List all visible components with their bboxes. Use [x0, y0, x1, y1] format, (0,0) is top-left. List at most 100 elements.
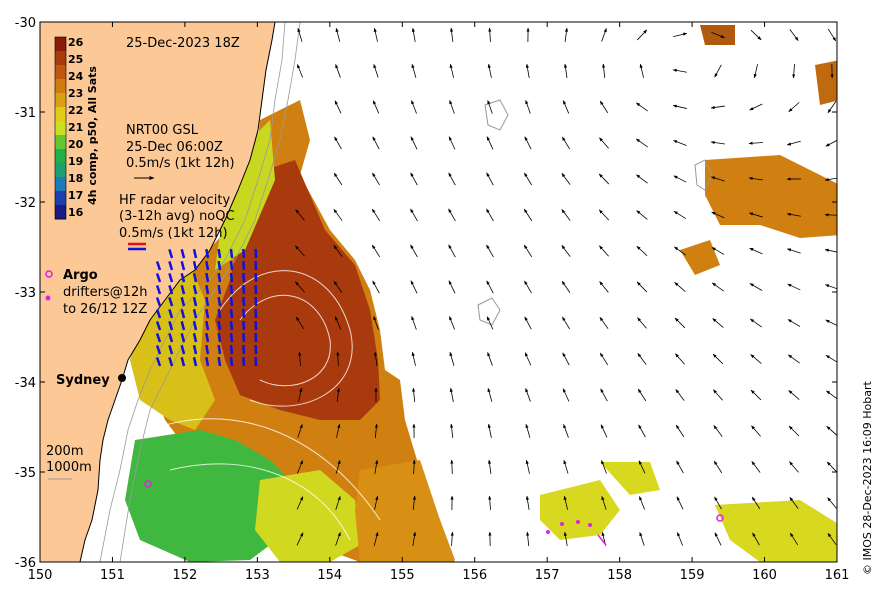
hf-vector — [229, 260, 234, 271]
gsl-vector — [792, 63, 796, 79]
x-tick-label: 152 — [172, 568, 197, 583]
gsl-vector — [713, 389, 723, 401]
colorbar-swatch — [55, 149, 66, 164]
gsl-vector — [564, 27, 569, 42]
gsl-vector — [638, 424, 646, 438]
gsl-vector — [298, 351, 302, 367]
hf-vector — [205, 320, 210, 331]
gsl-vector — [789, 29, 799, 41]
gsl-vector — [674, 282, 686, 292]
hf-vector — [217, 308, 222, 319]
gsl-vector — [297, 27, 303, 42]
gsl-vector — [711, 211, 725, 219]
hf-vector — [168, 297, 174, 307]
gsl-vector — [676, 532, 684, 546]
gsl-vector — [637, 388, 647, 402]
islands — [477, 99, 713, 326]
gsl-vector — [336, 387, 341, 402]
gsl-vector — [827, 28, 837, 42]
gsl-vector — [825, 354, 837, 363]
sst-ne-patch-2 — [815, 60, 837, 105]
y-tick-label: -30 — [15, 16, 36, 31]
gsl-vector — [296, 496, 304, 510]
gsl-vector — [713, 425, 723, 437]
gsl-vector — [412, 531, 417, 546]
gsl-vector — [449, 351, 455, 366]
gsl-vector — [487, 423, 492, 438]
gsl-vector — [448, 136, 456, 150]
gsl-vector — [448, 208, 456, 222]
hf-vector — [242, 332, 246, 343]
argo-float — [144, 480, 152, 488]
colorbar-swatches — [54, 36, 67, 220]
hf-legend-line2: (3-12h avg) noQC — [119, 209, 235, 224]
gsl-vector — [673, 175, 687, 183]
sst-orange-southeast — [355, 460, 455, 562]
sst-south-yellow-2 — [600, 462, 660, 495]
gsl-vector — [673, 210, 687, 220]
gsl-vector — [711, 282, 724, 292]
gsl-vector — [599, 281, 609, 293]
map-title: 25-Dec-2023 18Z — [126, 36, 240, 51]
colorbar-label: 18 — [68, 172, 83, 185]
gsl-vector — [713, 460, 723, 474]
copyright-notice: © IMOS 28-Dec-2023 16:09 Hobart — [861, 380, 874, 575]
hf-vector — [205, 356, 210, 367]
gsl-vector — [486, 136, 494, 150]
gsl-vector — [786, 212, 801, 217]
gsl-vector — [675, 353, 685, 365]
gsl-vector — [524, 172, 532, 186]
sst-south-yellow-1 — [540, 480, 620, 540]
hf-vector — [155, 273, 162, 283]
gsl-vector — [411, 100, 417, 114]
gsl-vector — [524, 316, 532, 330]
drifters-legend-line2: to 26/12 12Z — [63, 302, 147, 317]
gsl-vector — [789, 532, 799, 546]
gsl-vector — [639, 63, 644, 78]
gsl-vector — [411, 351, 416, 366]
gsl-vector — [525, 495, 530, 510]
hf-vector — [242, 248, 246, 259]
gsl-vector — [788, 354, 800, 364]
colorbar-swatch — [55, 205, 66, 220]
y-tick-label: -32 — [15, 196, 36, 211]
depth-legend-1000m: 1000m — [46, 460, 92, 475]
gsl-vector — [374, 495, 379, 510]
hf-vector — [192, 260, 198, 271]
colorbar-swatch — [55, 93, 66, 108]
gsl-vector — [334, 316, 342, 330]
gsl-vector — [448, 280, 456, 294]
gsl-vector — [371, 244, 381, 258]
gsl-vector — [750, 29, 762, 41]
hf-vector — [155, 285, 162, 295]
gsl-vector — [825, 284, 837, 290]
gsl-vector — [674, 317, 686, 329]
colorbar-swatch — [55, 37, 66, 52]
colorbar-label: 22 — [68, 104, 83, 117]
gsl-vector — [638, 460, 646, 474]
hf-vector — [192, 308, 198, 319]
hf-vector — [155, 321, 162, 331]
hf-vector — [192, 284, 198, 295]
gsl-vector — [602, 63, 606, 79]
hf-vector — [205, 344, 210, 355]
gsl-vector — [486, 244, 494, 258]
sst-coastal-yellow — [215, 120, 275, 270]
gsl-vector — [411, 63, 417, 78]
sst-east-patch — [705, 155, 837, 238]
gsl-vector — [711, 247, 725, 255]
gsl-vector — [334, 100, 342, 114]
gsl-vector — [412, 495, 416, 511]
gsl-vector — [450, 531, 454, 547]
colorbar-swatch — [55, 51, 66, 66]
gsl-vector — [488, 27, 492, 43]
y-tick-label: -34 — [15, 376, 36, 391]
gsl-legend: NRT00 GSL 25-Dec 06:00Z 0.5m/s (1kt 12h) — [126, 123, 235, 180]
gsl-vector — [712, 353, 724, 365]
gsl-vector — [410, 136, 418, 150]
hf-vector — [168, 249, 174, 259]
drifter-legend-symbol — [45, 295, 51, 301]
hf-vector — [192, 344, 198, 355]
gsl-vector — [448, 244, 456, 258]
y-tick-label: -33 — [15, 286, 36, 301]
